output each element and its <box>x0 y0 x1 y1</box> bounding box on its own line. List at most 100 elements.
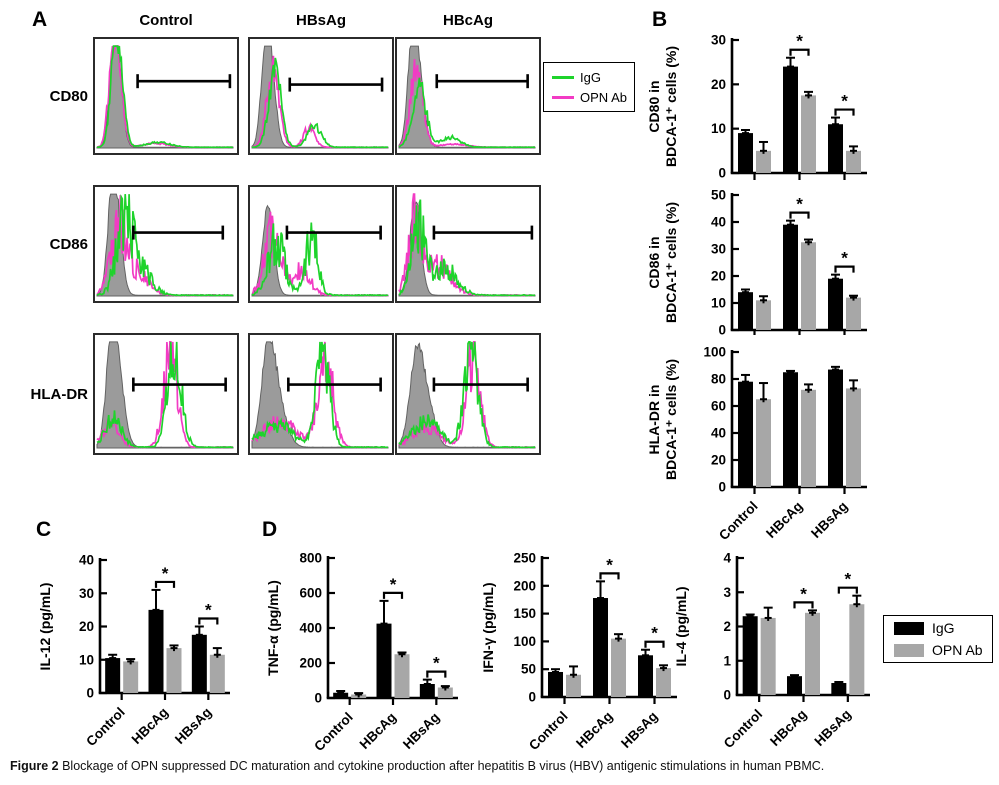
svg-text:40: 40 <box>79 553 94 568</box>
flow-histogram-svg <box>96 45 234 149</box>
svg-text:*: * <box>796 32 803 51</box>
flow-histogram-svg <box>398 341 536 449</box>
svg-text:50: 50 <box>711 188 726 203</box>
svg-text:HBsAg: HBsAg <box>400 710 442 752</box>
panel-c-label: C <box>36 518 52 541</box>
svg-text:*: * <box>651 624 658 643</box>
svg-text:40: 40 <box>711 215 726 230</box>
flow-histogram-svg <box>251 340 389 449</box>
flow-legend-opn-label: OPN Ab <box>580 89 627 105</box>
svg-text:Control: Control <box>716 499 761 544</box>
bar-tnf-HBcAg-OPN Ab <box>394 654 410 698</box>
bar-cd86-Control-OPN Ab <box>756 300 771 330</box>
svg-text:BDCA-1⁺ cells (%): BDCA-1⁺ cells (%) <box>663 46 679 167</box>
bar-il4-Control-IgG <box>742 616 758 695</box>
bar-tnf-HBsAg-OPN Ab <box>437 687 453 698</box>
bar-legend-opn-row: OPN Ab <box>894 642 992 658</box>
svg-text:*: * <box>800 584 807 603</box>
svg-text:HBcAg: HBcAg <box>767 707 809 749</box>
svg-text:Control: Control <box>721 707 766 752</box>
flow-histogram-hladr-control <box>93 333 239 455</box>
flow-histogram-svg <box>96 193 234 297</box>
igg-bar-swatch-icon <box>894 621 924 635</box>
svg-text:IL-4 (pg/mL): IL-4 (pg/mL) <box>673 586 689 666</box>
bar-chart-svg: 0 200 400 600 800 TNF-α (pg/mL) Control HBcAg HB… <box>265 551 458 755</box>
bar-legend-igg-row: IgG <box>894 620 992 636</box>
flow-legend-opn-row: OPN Ab <box>552 90 634 105</box>
svg-text:Control: Control <box>83 705 128 750</box>
svg-text:HBsAg: HBsAg <box>618 709 660 751</box>
bar-tnf-HBsAg-IgG <box>419 684 435 698</box>
bar-cd80-Control-IgG <box>738 133 753 173</box>
bar-chart-legend: IgG OPN Ab <box>883 615 993 663</box>
bar-chart-svg: 0 10 20 30 CD80 in BDCA-1⁺ cells (%) * * <box>646 32 867 181</box>
bar-cd86-Control-IgG <box>738 292 753 330</box>
svg-text:HBcAg: HBcAg <box>129 705 171 747</box>
bar-tnf-HBcAg-IgG <box>376 623 392 698</box>
svg-text:800: 800 <box>299 551 322 566</box>
bar-il12-HBcAg-OPN Ab <box>166 648 182 693</box>
svg-text:20: 20 <box>711 269 726 284</box>
bar-chart-svg: 0 10 20 30 40 IL-12 (pg/mL) Control HBcAg HBsAg *… <box>37 553 230 750</box>
svg-text:IFN-γ (pg/mL): IFN-γ (pg/mL) <box>480 582 496 672</box>
bar-hladr-Control-OPN Ab <box>756 399 771 487</box>
svg-text:20: 20 <box>711 77 726 92</box>
svg-text:HBsAg: HBsAg <box>808 499 850 541</box>
svg-text:*: * <box>841 92 848 111</box>
flow-row-label-cd80: CD80 <box>49 88 88 105</box>
bar-chart-cd80: 0 10 20 30 CD80 in BDCA-1⁺ cells (%) * * <box>645 28 885 181</box>
svg-text:BDCA-1⁺ cells (%): BDCA-1⁺ cells (%) <box>663 202 679 323</box>
svg-text:*: * <box>845 570 852 589</box>
svg-text:*: * <box>841 249 848 268</box>
svg-text:*: * <box>390 575 397 594</box>
bar-il4-Control-OPN Ab <box>760 617 776 695</box>
bar-hladr-HBsAg-IgG <box>828 369 843 487</box>
bar-il12-Control-OPN Ab <box>123 661 139 693</box>
bar-il12-Control-IgG <box>105 658 121 693</box>
flow-row-label-hladr: HLA-DR <box>30 386 89 403</box>
bar-hladr-HBcAg-OPN Ab <box>801 389 816 487</box>
figure-caption: Figure 2 Blockage of OPN suppressed DC m… <box>10 759 990 773</box>
panel-b-label: B <box>652 8 668 31</box>
svg-text:*: * <box>796 195 803 214</box>
svg-text:0: 0 <box>718 480 726 495</box>
svg-text:150: 150 <box>513 606 536 621</box>
svg-text:50: 50 <box>521 662 536 677</box>
bar-chart-il4: 0 1 2 3 4 IL-4 (pg/mL) Control HBcAg HBsAg * * <box>666 543 876 755</box>
bar-cd80-HBsAg-OPN Ab <box>846 150 861 173</box>
svg-text:*: * <box>606 555 613 574</box>
bar-chart-cd86: 0 10 20 30 40 50 CD86 in BDCA-1⁺ cells (%) * * <box>645 183 885 338</box>
svg-text:Control: Control <box>311 710 356 755</box>
flow-histogram-hladr-hbcag <box>395 333 541 455</box>
svg-text:30: 30 <box>79 586 94 601</box>
bar-il12-HBcAg-IgG <box>148 609 164 693</box>
svg-text:*: * <box>433 654 440 673</box>
flow-histogram-cd86-hbsag <box>248 185 394 303</box>
bar-chart-svg: 0 20 40 60 80 100 HLA-DR in BDCA-1⁺ cells (%) Co… <box>646 345 867 544</box>
svg-text:*: * <box>162 564 169 583</box>
bar-il4-HBcAg-OPN Ab <box>805 612 820 695</box>
bar-cd80-Control-OPN Ab <box>756 150 771 173</box>
svg-text:400: 400 <box>299 621 322 636</box>
svg-text:TNF-α (pg/mL): TNF-α (pg/mL) <box>265 580 281 676</box>
svg-text:3: 3 <box>723 585 731 600</box>
flow-histogram-svg <box>251 204 389 297</box>
svg-text:*: * <box>205 601 212 620</box>
bar-chart-svg: 0 50 100 150 200 250 IFN-γ (pg/mL) Control HBcAg… <box>480 551 677 753</box>
flow-histogram-cd80-hbsag <box>248 37 394 155</box>
bar-cd86-HBsAg-OPN Ab <box>846 297 861 330</box>
bar-chart-svg: 0 10 20 30 40 50 CD86 in BDCA-1⁺ cells (%) * * <box>646 188 867 338</box>
svg-text:0: 0 <box>718 166 726 181</box>
svg-text:0: 0 <box>528 690 536 705</box>
bar-cd86-HBcAg-OPN Ab <box>801 242 816 330</box>
flow-histogram-svg <box>398 45 536 149</box>
svg-text:10: 10 <box>79 652 94 667</box>
svg-text:200: 200 <box>513 578 536 593</box>
bar-hladr-HBsAg-OPN Ab <box>846 388 861 487</box>
bar-legend-igg-label: IgG <box>932 620 955 636</box>
bar-cd80-HBcAg-IgG <box>783 66 798 173</box>
flow-histogram-hladr-hbsag <box>248 333 394 455</box>
bar-ifn-HBcAg-IgG <box>593 598 608 697</box>
bar-il12-HBsAg-IgG <box>191 634 207 693</box>
